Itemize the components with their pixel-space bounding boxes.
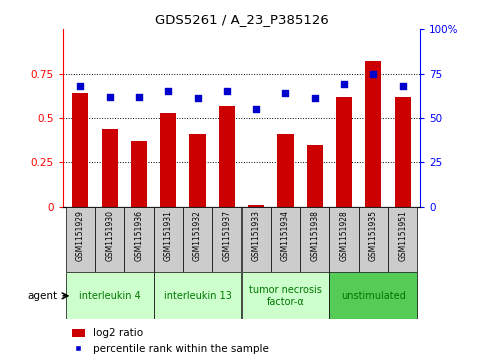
Bar: [242, 207, 271, 272]
Point: [282, 90, 289, 96]
Bar: [189, 134, 206, 207]
Bar: [66, 207, 95, 272]
Point: [194, 95, 201, 101]
Bar: [329, 272, 417, 319]
Point: [223, 88, 231, 94]
Point: [340, 81, 348, 87]
Bar: [359, 207, 388, 272]
Point: [399, 83, 407, 89]
Bar: [242, 272, 329, 319]
Point: [311, 95, 319, 101]
Bar: [248, 205, 264, 207]
Text: unstimulated: unstimulated: [341, 291, 406, 301]
Legend: log2 ratio, percentile rank within the sample: log2 ratio, percentile rank within the s…: [68, 324, 273, 358]
Text: GSM1151936: GSM1151936: [134, 210, 143, 261]
Bar: [277, 134, 294, 207]
Point: [369, 70, 377, 76]
Bar: [154, 272, 242, 319]
Bar: [365, 61, 382, 207]
Text: GSM1151929: GSM1151929: [76, 210, 85, 261]
Bar: [154, 207, 183, 272]
Text: agent: agent: [28, 291, 58, 301]
Bar: [72, 93, 88, 207]
Text: tumor necrosis
factor-α: tumor necrosis factor-α: [249, 285, 322, 307]
Text: GSM1151931: GSM1151931: [164, 210, 173, 261]
Text: interleukin 4: interleukin 4: [79, 291, 141, 301]
Bar: [388, 207, 417, 272]
Text: GSM1151934: GSM1151934: [281, 210, 290, 261]
Text: GSM1151937: GSM1151937: [222, 210, 231, 261]
Text: interleukin 13: interleukin 13: [164, 291, 231, 301]
Point: [106, 94, 114, 99]
Bar: [395, 97, 411, 207]
Bar: [160, 113, 176, 207]
Text: GSM1151935: GSM1151935: [369, 210, 378, 261]
Text: GSM1151932: GSM1151932: [193, 210, 202, 261]
Bar: [329, 207, 359, 272]
Bar: [124, 207, 154, 272]
Bar: [66, 272, 154, 319]
Bar: [101, 129, 118, 207]
Bar: [183, 207, 212, 272]
Bar: [336, 97, 352, 207]
Title: GDS5261 / A_23_P385126: GDS5261 / A_23_P385126: [155, 13, 328, 26]
Text: GSM1151938: GSM1151938: [310, 210, 319, 261]
Bar: [131, 141, 147, 207]
Point: [252, 106, 260, 112]
Bar: [271, 207, 300, 272]
Text: GSM1151951: GSM1151951: [398, 210, 407, 261]
Bar: [212, 207, 242, 272]
Bar: [219, 106, 235, 207]
Bar: [307, 144, 323, 207]
Point: [164, 88, 172, 94]
Bar: [300, 207, 329, 272]
Point: [135, 94, 143, 99]
Text: GSM1151928: GSM1151928: [340, 210, 349, 261]
Point: [76, 83, 84, 89]
Text: GSM1151933: GSM1151933: [252, 210, 261, 261]
Bar: [95, 207, 124, 272]
Text: GSM1151930: GSM1151930: [105, 210, 114, 261]
